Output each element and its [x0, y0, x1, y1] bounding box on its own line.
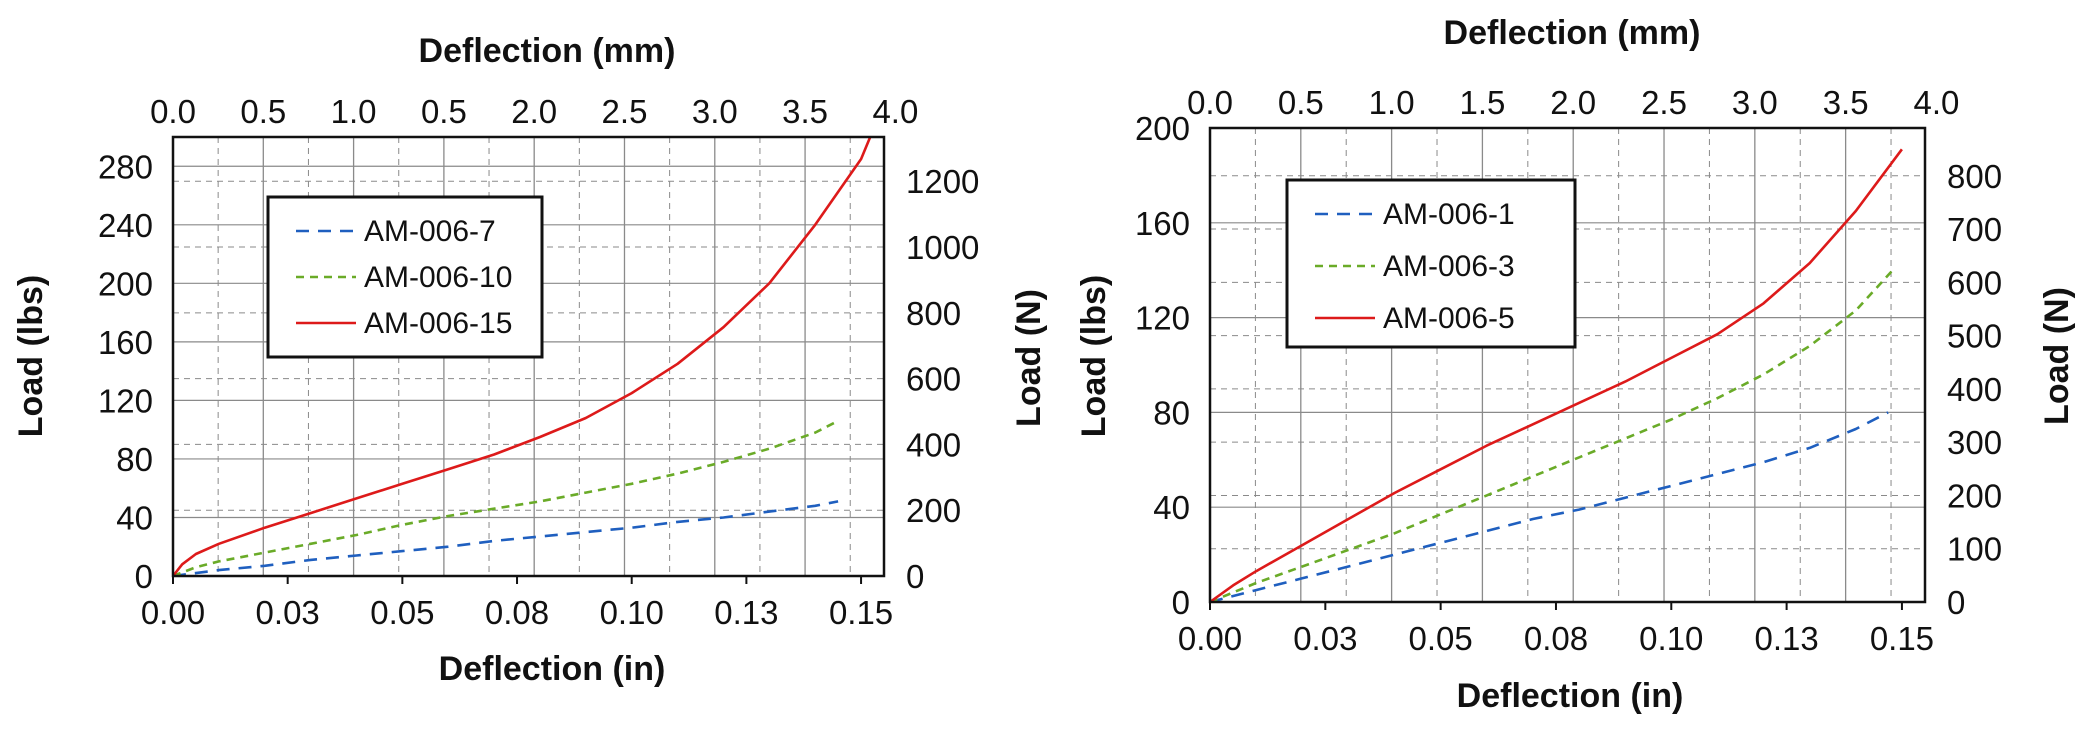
y-tick-label: 200: [98, 265, 153, 302]
legend-label: AM-006-15: [364, 307, 512, 340]
top-tick-label: 2.0: [1550, 84, 1596, 121]
y-tick-label: 120: [98, 382, 153, 419]
y-tick-label: 160: [1135, 205, 1190, 242]
legend-label: AM-006-7: [364, 215, 496, 248]
y-tick-label: 40: [1153, 489, 1190, 526]
top-tick-label: 1.0: [1369, 84, 1415, 121]
top-axis-title: Deflection (mm): [419, 32, 676, 70]
y-tick-label: 240: [98, 207, 153, 244]
series-line-am-006-15: [171, 136, 872, 577]
x-tick-label: 0.15: [1870, 620, 1934, 657]
top-tick-label: 4.0: [1914, 84, 1960, 121]
y2-tick-label: 700: [1947, 211, 2002, 248]
series-line-am-006-3: [1209, 269, 1894, 604]
top-tick-label: 3.5: [782, 93, 828, 130]
y2-tick-label: 200: [1947, 477, 2002, 514]
y2-tick-label: 600: [1947, 264, 2002, 301]
top-tick-label: 2.5: [602, 93, 648, 130]
y2-tick-label: 800: [906, 295, 961, 332]
legend: AM-006-7 AM-006-10 AM-006-15: [266, 195, 544, 359]
x-tick-label: 0.00: [141, 594, 205, 631]
top-tick-label: 0.0: [1187, 84, 1233, 121]
x-tick-label: 0.05: [370, 594, 434, 631]
y2-tick-label: 1000: [906, 229, 979, 266]
y2-tick-label: 0: [1947, 584, 1965, 621]
top-tick-label: 0.5: [240, 93, 286, 130]
y2-tick-label: 400: [906, 426, 961, 463]
y-tick-label: 200: [1135, 110, 1190, 147]
right-axis-title: Load (N): [2038, 287, 2076, 425]
y2-tick-label: 300: [1947, 424, 2002, 461]
top-tick-label: 1.5: [1459, 84, 1505, 121]
x-tick-label: 0.08: [1524, 620, 1588, 657]
left-axis-title: Load (lbs): [1075, 275, 1113, 437]
x-tick-label: 0.00: [1178, 620, 1242, 657]
y2-tick-label: 500: [1947, 318, 2002, 355]
x-tick-label: 0.10: [600, 594, 664, 631]
top-tick-label: 0.0: [150, 93, 196, 130]
plot-frame: [171, 135, 886, 578]
legend: AM-006-1 AM-006-3 AM-006-5: [1285, 178, 1577, 349]
y-tick-label: 120: [1135, 300, 1190, 337]
y2-tick-label: 200: [906, 492, 961, 529]
y2-tick-label: 600: [906, 361, 961, 398]
top-tick-label: 2.0: [511, 93, 557, 130]
series-line-am-006-7: [172, 500, 839, 578]
top-tick-label: 3.5: [1823, 84, 1869, 121]
series-line-am-006-10: [172, 419, 839, 578]
legend-label: AM-006-5: [1383, 302, 1515, 335]
x-tick-label: 0.05: [1409, 620, 1473, 657]
x-tick-label: 0.13: [1754, 620, 1818, 657]
y-tick-label: 40: [116, 499, 153, 536]
x-tick-label: 0.10: [1639, 620, 1703, 657]
top-tick-label: 0.5: [1278, 84, 1324, 121]
x-tick-label: 0.13: [714, 594, 778, 631]
y2-tick-label: 0: [906, 558, 924, 595]
y-tick-label: 0: [135, 558, 153, 595]
legend-label: AM-006-10: [364, 261, 512, 294]
y2-tick-label: 400: [1947, 371, 2002, 408]
top-tick-label: 2.5: [1641, 84, 1687, 121]
series-line-am-006-5: [1209, 148, 1903, 604]
chart-left: 0.00 0.03 0.05 0.08 0.10 0.13 0.15 0.0 0.5 1.0 0.5…: [12, 32, 1048, 688]
plot-frame: [1208, 126, 1927, 604]
series-line-am-006-1: [1209, 411, 1889, 604]
y2-tick-label: 1200: [906, 163, 979, 200]
x-tick-label: 0.03: [1293, 620, 1357, 657]
right-axis-title: Load (N): [1010, 289, 1048, 427]
x-tick-label: 0.03: [256, 594, 320, 631]
top-axis-title: Deflection (mm): [1444, 14, 1701, 52]
legend-label: AM-006-1: [1383, 198, 1515, 231]
left-axis-title: Load (lbs): [12, 275, 50, 437]
top-tick-label: 1.0: [331, 93, 377, 130]
y2-tick-label: 100: [1947, 531, 2002, 568]
top-tick-label: 0.5: [421, 93, 467, 130]
top-tick-label: 3.0: [692, 93, 738, 130]
x-tick-label: 0.08: [485, 594, 549, 631]
y2-tick-label: 800: [1947, 158, 2002, 195]
y-tick-label: 280: [98, 148, 153, 185]
legend-label: AM-006-3: [1383, 250, 1515, 283]
chart-right: 0.00 0.03 0.05 0.08 0.10 0.13 0.15 0.0 0.5 1.0 1.5…: [1075, 14, 2076, 715]
x-tick-label: 0.15: [829, 594, 893, 631]
y-tick-label: 80: [1153, 394, 1190, 431]
top-tick-label: 4.0: [872, 93, 918, 130]
y-tick-label: 0: [1172, 584, 1190, 621]
top-tick-label: 3.0: [1732, 84, 1778, 121]
bottom-axis-title: Deflection (in): [439, 650, 666, 688]
y-tick-label: 80: [116, 441, 153, 478]
y-tick-label: 160: [98, 324, 153, 361]
bottom-axis-title: Deflection (in): [1457, 677, 1684, 715]
